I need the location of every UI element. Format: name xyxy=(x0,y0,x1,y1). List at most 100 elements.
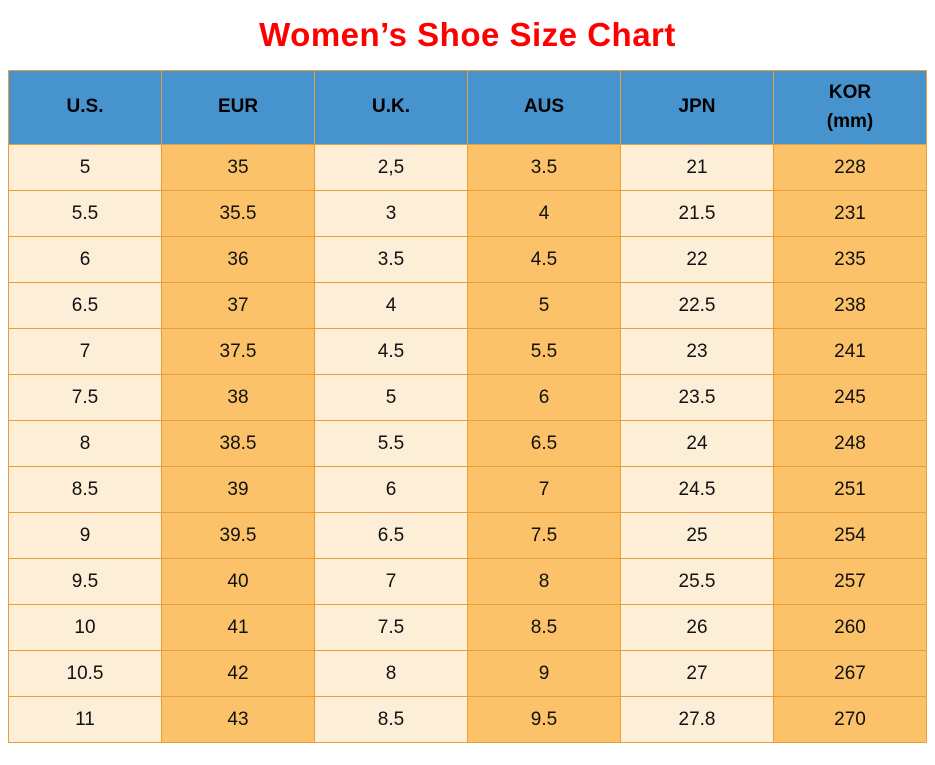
size-cell: 3.5 xyxy=(467,144,621,191)
column-header-label: U.S. xyxy=(66,96,104,118)
size-cell: 39 xyxy=(161,466,315,513)
size-cell: 22.5 xyxy=(620,282,774,329)
column-header-sublabel: (mm) xyxy=(826,110,874,132)
size-cell: 38.5 xyxy=(161,420,315,467)
size-cell: 5 xyxy=(314,374,468,421)
size-cell: 3.5 xyxy=(314,236,468,283)
size-cell: 42 xyxy=(161,650,315,697)
column-header-label: U.K. xyxy=(372,96,410,118)
size-cell: 5 xyxy=(467,282,621,329)
size-cell: 21.5 xyxy=(620,190,774,237)
size-cell: 270 xyxy=(773,696,927,743)
table-row: 10.5 42 8 9 27 267 xyxy=(8,650,927,697)
size-cell: 235 xyxy=(773,236,927,283)
size-cell: 5.5 xyxy=(8,190,162,237)
size-cell: 7 xyxy=(8,328,162,375)
size-cell: 238 xyxy=(773,282,927,329)
size-cell: 251 xyxy=(773,466,927,513)
size-cell: 267 xyxy=(773,650,927,697)
size-cell: 24 xyxy=(620,420,774,467)
page-title: Women’s Shoe Size Chart xyxy=(259,16,676,53)
table-row: 9 39.5 6.5 7.5 25 254 xyxy=(8,512,927,559)
size-cell: 7 xyxy=(314,558,468,605)
size-cell: 23.5 xyxy=(620,374,774,421)
size-cell: 8 xyxy=(8,420,162,467)
size-cell: 7.5 xyxy=(8,374,162,421)
size-cell: 22 xyxy=(620,236,774,283)
size-cell: 8 xyxy=(314,650,468,697)
size-cell: 27.8 xyxy=(620,696,774,743)
table-row: 6 36 3.5 4.5 22 235 xyxy=(8,236,927,283)
size-cell: 11 xyxy=(8,696,162,743)
size-cell: 4.5 xyxy=(467,236,621,283)
size-cell: 231 xyxy=(773,190,927,237)
size-cell: 43 xyxy=(161,696,315,743)
size-cell: 38 xyxy=(161,374,315,421)
size-cell: 8 xyxy=(467,558,621,605)
size-cell: 248 xyxy=(773,420,927,467)
column-header-jpn: JPN xyxy=(620,70,774,145)
size-cell: 5 xyxy=(8,144,162,191)
size-cell: 4 xyxy=(467,190,621,237)
size-cell: 27 xyxy=(620,650,774,697)
size-cell: 6 xyxy=(314,466,468,513)
size-cell: 7 xyxy=(467,466,621,513)
table-row: 8.5 39 6 7 24.5 251 xyxy=(8,466,927,513)
size-cell: 9 xyxy=(8,512,162,559)
column-header-label: JPN xyxy=(678,96,716,118)
table-header: U.S. EUR U.K. AUS JPN KOR (mm) xyxy=(8,70,927,145)
size-cell: 36 xyxy=(161,236,315,283)
size-cell: 6 xyxy=(467,374,621,421)
size-cell: 25 xyxy=(620,512,774,559)
size-cell: 9 xyxy=(467,650,621,697)
header-row: U.S. EUR U.K. AUS JPN KOR (mm) xyxy=(8,70,927,145)
size-cell: 6.5 xyxy=(467,420,621,467)
size-cell: 10.5 xyxy=(8,650,162,697)
size-cell: 40 xyxy=(161,558,315,605)
table-row: 7.5 38 5 6 23.5 245 xyxy=(8,374,927,421)
size-cell: 23 xyxy=(620,328,774,375)
title-bar: Women’s Shoe Size Chart xyxy=(0,0,935,70)
size-cell: 26 xyxy=(620,604,774,651)
size-cell: 241 xyxy=(773,328,927,375)
shoe-size-chart-table: U.S. EUR U.K. AUS JPN KOR (mm) 5 35 2,5 3.5… xyxy=(8,70,927,743)
size-cell: 8.5 xyxy=(314,696,468,743)
size-cell: 37.5 xyxy=(161,328,315,375)
size-cell: 37 xyxy=(161,282,315,329)
size-cell: 41 xyxy=(161,604,315,651)
column-header-aus: AUS xyxy=(467,70,621,145)
size-cell: 8.5 xyxy=(467,604,621,651)
size-cell: 3 xyxy=(314,190,468,237)
table-row: 8 38.5 5.5 6.5 24 248 xyxy=(8,420,927,467)
table-row: 6.5 37 4 5 22.5 238 xyxy=(8,282,927,329)
size-cell: 2,5 xyxy=(314,144,468,191)
size-cell: 9.5 xyxy=(8,558,162,605)
size-cell: 5.5 xyxy=(314,420,468,467)
table-row: 5 35 2,5 3.5 21 228 xyxy=(8,144,927,191)
size-cell: 39.5 xyxy=(161,512,315,559)
column-header-label: AUS xyxy=(523,96,565,118)
size-cell: 9.5 xyxy=(467,696,621,743)
column-header-kor: KOR (mm) xyxy=(773,70,927,145)
size-cell: 8.5 xyxy=(8,466,162,513)
column-header-eur: EUR xyxy=(161,70,315,145)
column-header-label: EUR xyxy=(217,96,259,118)
size-cell: 10 xyxy=(8,604,162,651)
size-cell: 4 xyxy=(314,282,468,329)
size-cell: 245 xyxy=(773,374,927,421)
column-header-label: KOR xyxy=(828,82,872,103)
size-cell: 6 xyxy=(8,236,162,283)
size-cell: 6.5 xyxy=(8,282,162,329)
size-cell: 25.5 xyxy=(620,558,774,605)
size-cell: 254 xyxy=(773,512,927,559)
size-cell: 7.5 xyxy=(467,512,621,559)
table-row: 10 41 7.5 8.5 26 260 xyxy=(8,604,927,651)
table-row: 7 37.5 4.5 5.5 23 241 xyxy=(8,328,927,375)
size-cell: 5.5 xyxy=(467,328,621,375)
size-cell: 35 xyxy=(161,144,315,191)
size-cell: 24.5 xyxy=(620,466,774,513)
size-table-body: 5 35 2,5 3.5 21 228 5.5 35.5 3 4 21.5 231 6 36 3.5 4.5 2… xyxy=(8,144,927,743)
size-cell: 21 xyxy=(620,144,774,191)
size-cell: 257 xyxy=(773,558,927,605)
